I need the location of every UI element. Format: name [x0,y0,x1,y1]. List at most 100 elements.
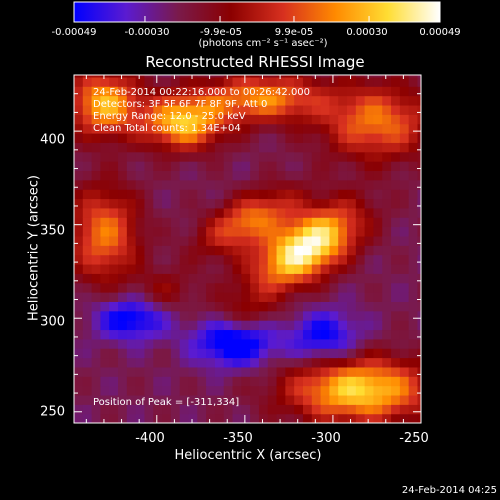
heatmap-cell [135,376,146,387]
heatmap-cell [179,95,190,106]
heatmap-cell [241,357,251,368]
heatmap-cell [153,245,163,256]
heatmap-cell [320,366,331,377]
heatmap-cell [364,282,375,293]
heatmap-cell [135,123,146,134]
heatmap-cell [223,329,234,340]
heatmap-cell [364,123,375,134]
heatmap-cell [223,273,234,284]
heatmap-cell [153,329,163,340]
heatmap-cell [170,245,181,256]
heatmap-cell [197,273,207,284]
heatmap-cell [214,170,225,181]
heatmap-cell [302,329,313,340]
heatmap-cell [162,217,172,228]
heatmap-cell [408,320,419,331]
heatmap-cell [82,385,93,396]
heatmap-cell [338,376,348,387]
heatmap-cell [408,338,419,349]
heatmap-cell [100,226,110,237]
heatmap-cell [179,263,190,274]
heatmap-cell [285,217,295,228]
heatmap-cell [320,198,331,209]
heatmap-cell [302,133,313,143]
heatmap-cell [170,217,181,228]
heatmap-cell [100,189,110,200]
heatmap-cell [91,114,102,125]
heatmap-cell [109,189,119,200]
heatmap-cell [364,161,375,172]
heatmap-cell [302,161,313,172]
heatmap-cell [302,114,313,125]
heatmap-cell [267,179,278,190]
heatmap-cell [109,320,119,331]
heatmap-cell [91,123,102,134]
heatmap-cell [276,114,286,125]
heatmap-cell [109,114,119,125]
heatmap-cell [135,385,146,396]
heatmap-cell [135,348,146,359]
heatmap-cell [232,151,242,162]
heatmap-cell [179,394,190,405]
heatmap-cell [179,329,190,340]
heatmap-cell [311,198,322,209]
heatmap-cell [320,179,331,190]
heatmap-cell [109,357,119,368]
heatmap-cell [91,189,102,200]
heatmap-cell [232,413,242,423]
heatmap-cell [373,263,383,274]
heatmap-cell [109,179,119,190]
heatmap-cell [391,394,401,405]
heatmap-cell [338,263,348,274]
heatmap-cell [250,310,260,321]
heatmap-cell [82,76,93,87]
heatmap-cell [408,376,419,387]
heatmap-cell [188,404,198,415]
heatmap-cell [382,133,392,143]
heatmap-cell [364,179,375,190]
heatmap-cell [100,329,110,340]
heatmap-cell [294,366,304,377]
heatmap-cell [408,75,419,78]
heatmap-cell [162,263,172,274]
heatmap-cell [258,95,269,106]
heatmap-cell [302,151,313,162]
heatmap-cell [373,273,383,284]
heatmap-cell [223,245,234,256]
heatmap-cell [223,151,234,162]
heatmap-cell [408,413,419,423]
heatmap-cell [382,329,392,340]
heatmap-cell [82,348,93,359]
heatmap-cell [320,357,331,368]
heatmap-cell [214,292,225,302]
heatmap-cell [399,292,410,302]
heatmap-cell [391,404,401,415]
chart-title: Reconstructed RHESSI Image [145,53,365,71]
heatmap-cell [74,123,84,134]
heatmap-cell [276,245,286,256]
heatmap-cell [118,329,128,340]
heatmap-cell [399,207,410,218]
heatmap-cell [188,310,198,321]
heatmap-cell [267,104,278,115]
heatmap-cell [408,170,419,181]
heatmap-cell [302,95,313,106]
heatmap-cell [399,86,410,97]
heatmap-cell [399,179,410,190]
heatmap-cell [373,207,383,218]
heatmap-cell [126,142,137,153]
heatmap-cell [294,273,304,284]
heatmap-cell [373,114,383,125]
heatmap-cell [347,404,357,415]
heatmap-cell [408,254,419,265]
heatmap-cell [223,235,234,246]
heatmap-cell [311,320,322,331]
heatmap-cell [162,86,172,97]
heatmap-cell [179,320,190,331]
heatmap-cell [214,320,225,331]
heatmap-cell [408,114,419,125]
heatmap-cell [302,404,313,415]
heatmap-cell [320,76,331,87]
heatmap-cell [417,320,421,331]
heatmap-cell [153,348,163,359]
